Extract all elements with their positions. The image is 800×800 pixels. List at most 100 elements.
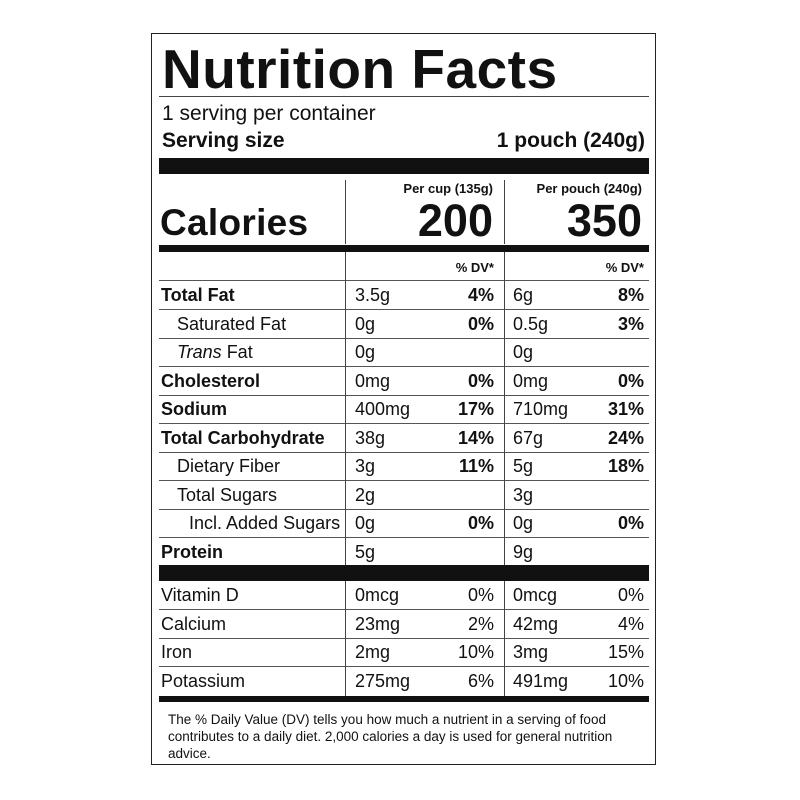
nutrition-facts-label: Nutrition Facts 1 serving per container …: [151, 33, 656, 765]
nutrient-name: Cholesterol: [161, 370, 261, 391]
column-divider: [345, 180, 346, 244]
column-header-per-pouch: Per pouch (240g): [536, 181, 642, 196]
nutrient-row: Saturated Fat 0g 0% 0.5g 3%: [159, 309, 649, 339]
nutrient-row: Total Sugars 2g 3g: [159, 480, 649, 510]
amount-per-pouch: 3mg: [513, 642, 549, 662]
amount-per-cup: 3g: [355, 456, 376, 476]
column-divider: [504, 281, 505, 310]
amount-per-cup: 3.5g: [355, 285, 391, 305]
amount-per-cup: 400mg: [355, 399, 411, 419]
dv-per-cup: 0%: [467, 313, 494, 334]
nutrient-name: Total Carbohydrate: [161, 427, 325, 448]
dv-per-cup: 11%: [458, 456, 494, 476]
column-divider: [504, 252, 505, 281]
thick-divider: [159, 158, 649, 174]
amount-per-pouch: 9g: [513, 541, 534, 562]
amount-per-pouch: 0.5g: [513, 313, 549, 334]
amount-per-cup: 0g: [355, 342, 376, 362]
amount-per-cup: 0mcg: [355, 585, 400, 605]
column-divider: [504, 366, 505, 396]
column-divider: [345, 638, 346, 667]
dv-per-pouch: 24%: [607, 427, 644, 448]
dv-per-cup: 6%: [467, 670, 494, 691]
column-divider: [504, 480, 505, 510]
amount-per-pouch: 42mg: [513, 613, 559, 634]
dv-per-cup: 14%: [457, 427, 494, 448]
amount-per-pouch: 491mg: [513, 670, 569, 691]
vitamin-row: Iron 2mg 10% 3mg 15%: [159, 638, 649, 667]
column-divider: [504, 180, 505, 244]
dv-per-cup: 2%: [467, 613, 494, 634]
column-divider: [504, 309, 505, 339]
vitamin-row: Vitamin D 0mcg 0% 0mcg 0%: [159, 581, 649, 610]
amount-per-cup: 23mg: [355, 613, 401, 634]
column-divider: [504, 452, 505, 481]
vitamin-name: Vitamin D: [161, 585, 239, 605]
column-divider: [504, 609, 505, 639]
dv-header-per-pouch: % DV*: [605, 260, 644, 275]
amount-per-cup: 38g: [355, 427, 386, 448]
amount-per-cup: 0mg: [355, 370, 391, 391]
nutrient-row: Cholesterol 0mg 0% 0mg 0%: [159, 366, 649, 396]
amount-per-cup: 0g: [355, 513, 376, 533]
column-divider: [504, 638, 505, 667]
divider: [159, 96, 649, 97]
nutrient-name-rest: Fat: [221, 342, 253, 362]
column-divider: [345, 609, 346, 639]
column-divider: [504, 423, 505, 453]
nutrient-row: Dietary Fiber 3g 11% 5g 18%: [159, 452, 649, 481]
column-divider: [504, 581, 505, 610]
dv-per-cup: 0%: [467, 585, 494, 605]
dv-per-cup: 0%: [467, 370, 494, 391]
column-divider: [504, 338, 505, 367]
dv-per-pouch: 0%: [617, 513, 644, 533]
calories-per-cup: 200: [417, 195, 493, 246]
dv-per-pouch: 0%: [617, 585, 644, 605]
amount-per-pouch: 0mcg: [513, 585, 558, 605]
dv-header-per-cup: % DV*: [455, 260, 494, 275]
nutrient-name: Protein: [161, 541, 224, 562]
dv-header-row: % DV* % DV*: [159, 252, 649, 281]
vitamin-row: Calcium 23mg 2% 42mg 4%: [159, 609, 649, 639]
vitamin-name: Iron: [161, 642, 193, 662]
column-divider: [345, 509, 346, 538]
amount-per-cup: 275mg: [355, 670, 411, 691]
column-divider: [504, 537, 505, 567]
amount-per-pouch: 67g: [513, 427, 544, 448]
amount-per-pouch: 5g: [513, 456, 534, 476]
column-divider: [345, 309, 346, 339]
dv-per-cup: 4%: [467, 285, 494, 305]
dv-per-cup: 10%: [457, 642, 494, 662]
column-header-per-cup: Per cup (135g): [403, 181, 493, 196]
column-divider: [345, 480, 346, 510]
servings-per-container: 1 serving per container: [162, 102, 376, 125]
amount-per-pouch: 0g: [513, 513, 534, 533]
column-divider: [345, 281, 346, 310]
nutrient-name: Sodium: [161, 399, 227, 419]
nutrient-name: Total Sugars: [177, 484, 278, 505]
column-divider: [345, 366, 346, 396]
label-title: Nutrition Facts: [162, 38, 558, 100]
column-divider: [345, 395, 346, 424]
calories-label: Calories: [160, 202, 309, 243]
thick-divider: [159, 565, 649, 581]
nutrient-name: Dietary Fiber: [177, 456, 281, 476]
column-divider: [345, 338, 346, 367]
medium-divider: [159, 696, 649, 702]
dv-per-pouch: 4%: [617, 613, 644, 634]
column-divider: [504, 666, 505, 696]
amount-per-pouch: 0g: [513, 342, 534, 362]
dv-per-pouch: 18%: [607, 456, 644, 476]
nutrient-name: Incl. Added Sugars: [189, 513, 341, 533]
vitamin-row: Potassium 275mg 6% 491mg 10%: [159, 666, 649, 696]
column-divider: [504, 395, 505, 424]
calories-per-pouch: 350: [566, 195, 642, 246]
amount-per-cup: 2g: [355, 484, 376, 505]
nutrient-row: Incl. Added Sugars 0g 0% 0g 0%: [159, 509, 649, 538]
amount-per-pouch: 0mg: [513, 370, 549, 391]
nutrient-row: Trans Fat 0g 0g: [159, 338, 649, 367]
serving-size-label: Serving size: [162, 129, 285, 152]
vitamin-name: Potassium: [161, 670, 246, 691]
medium-divider: [159, 245, 649, 252]
dv-per-pouch: 10%: [607, 670, 644, 691]
